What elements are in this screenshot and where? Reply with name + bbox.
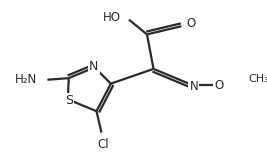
Text: N: N (189, 80, 198, 93)
Text: O: O (186, 17, 196, 30)
Text: CH₃: CH₃ (249, 74, 267, 84)
Text: Cl: Cl (97, 138, 109, 151)
Text: O: O (215, 79, 224, 92)
Text: HO: HO (103, 12, 121, 24)
Text: H₂N: H₂N (15, 73, 38, 86)
Text: N: N (89, 60, 99, 73)
Text: S: S (65, 95, 73, 107)
